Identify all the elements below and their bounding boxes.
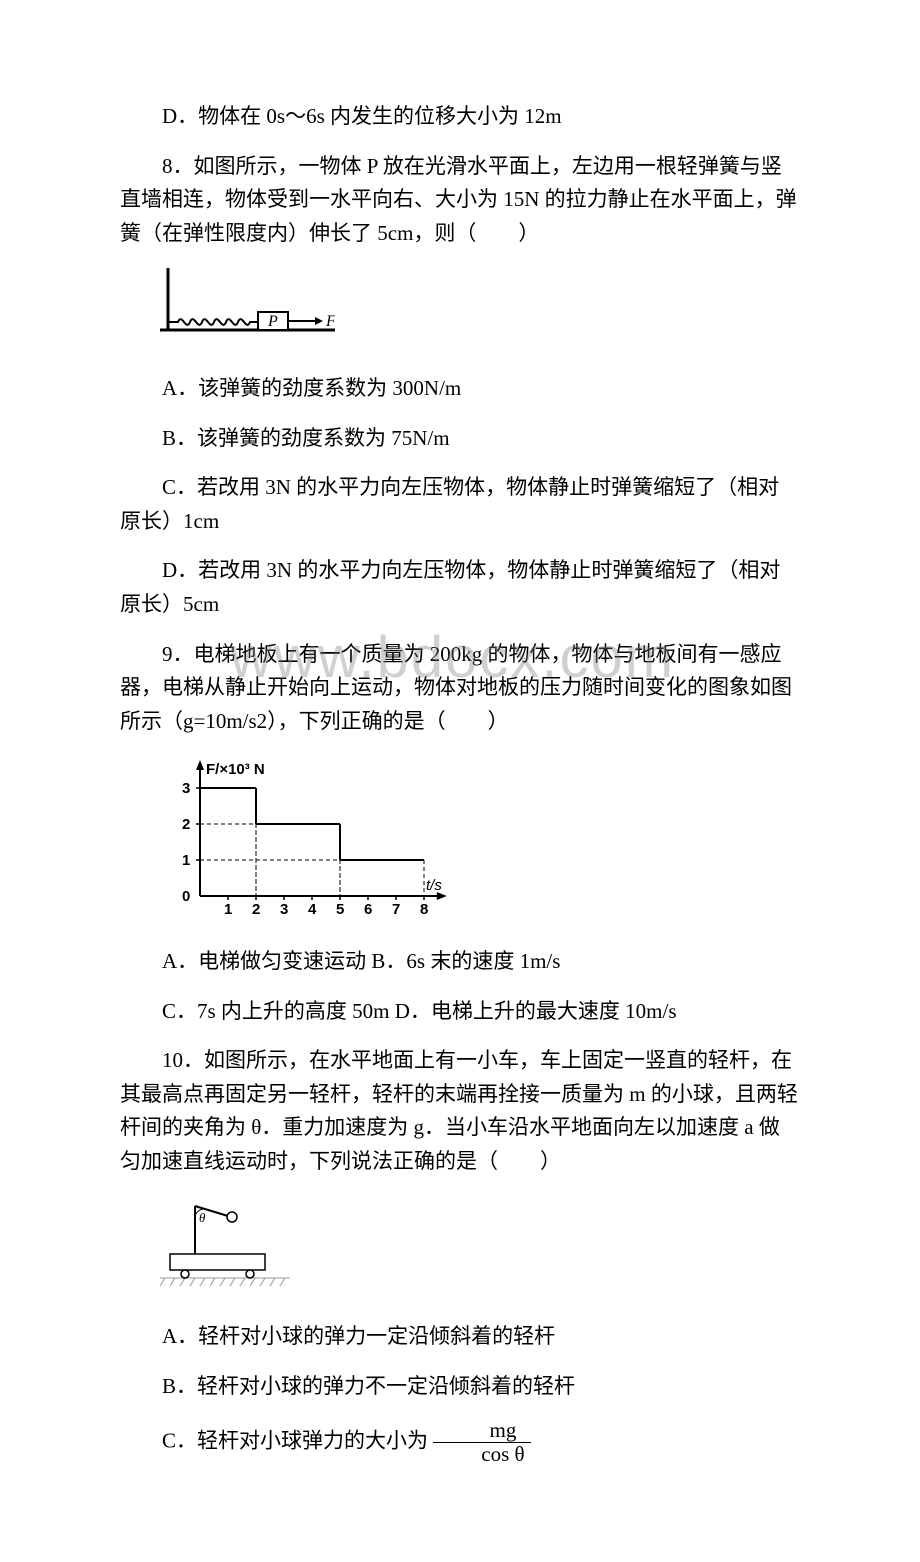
svg-text:7: 7 xyxy=(392,901,400,916)
svg-text:5: 5 xyxy=(336,901,344,916)
svg-text:t/s: t/s xyxy=(426,877,442,894)
q8-label-p: P xyxy=(267,313,278,330)
svg-text:1: 1 xyxy=(182,852,190,869)
q9-option-ab: A．电梯做匀变速运动 B．6s 末的速度 1m/s xyxy=(120,945,800,979)
q8-option-a: A．该弹簧的劲度系数为 300N/m xyxy=(120,372,800,406)
q7-option-d: D．物体在 0s～6s 内发生的位移大小为 12m xyxy=(120,100,800,134)
q8-figure: P F xyxy=(160,268,800,354)
q8-option-b: B．该弹簧的劲度系数为 75N/m xyxy=(120,422,800,456)
q8-stem: 8．如图所示，一物体 P 放在光滑水平面上，左边用一根轻弹簧与竖直墙相连，物体受… xyxy=(120,150,800,251)
svg-text:2: 2 xyxy=(252,901,260,916)
q8-label-f: F xyxy=(325,313,335,330)
q10-option-c: C．轻杆对小球弹力的大小为 mg cos θ xyxy=(120,1419,800,1466)
q10-option-a: A．轻杆对小球的弹力一定沿倾斜着的轻杆 xyxy=(120,1320,800,1354)
svg-text:6: 6 xyxy=(364,901,372,916)
svg-text:4: 4 xyxy=(308,901,317,916)
svg-text:0: 0 xyxy=(182,888,190,905)
svg-text:1: 1 xyxy=(224,901,232,916)
svg-text:F/×10³ N: F/×10³ N xyxy=(206,761,265,778)
svg-text:3: 3 xyxy=(280,901,288,916)
q10-figure: θ xyxy=(160,1196,800,1302)
q9-figure: F/×10³ N t/s 0 1 2 3 1 2 3 4 5 6 7 8 xyxy=(160,756,800,927)
svg-text:3: 3 xyxy=(182,780,190,797)
q9-option-cd: C．7s 内上升的高度 50m D．电梯上升的最大速度 10m/s xyxy=(120,995,800,1029)
q8-option-c: C．若改用 3N 的水平力向左压物体，物体静止时弹簧缩短了（相对原长）1cm xyxy=(120,471,800,538)
svg-text:8: 8 xyxy=(420,901,428,916)
q8-option-d: D．若改用 3N 的水平力向左压物体，物体静止时弹簧缩短了（相对原长）5cm xyxy=(120,554,800,621)
q10-theta-label: θ xyxy=(199,1210,206,1225)
q9-stem: 9．电梯地板上有一个质量为 200kg 的物体，物体与地板间有一感应器，电梯从静… xyxy=(120,638,800,739)
q10-stem: 10．如图所示，在水平地面上有一小车，车上固定一竖直的轻杆，在其最高点再固定另一… xyxy=(120,1044,800,1178)
q10-option-b: B．轻杆对小球的弹力不一定沿倾斜着的轻杆 xyxy=(120,1370,800,1404)
svg-text:2: 2 xyxy=(182,816,190,833)
